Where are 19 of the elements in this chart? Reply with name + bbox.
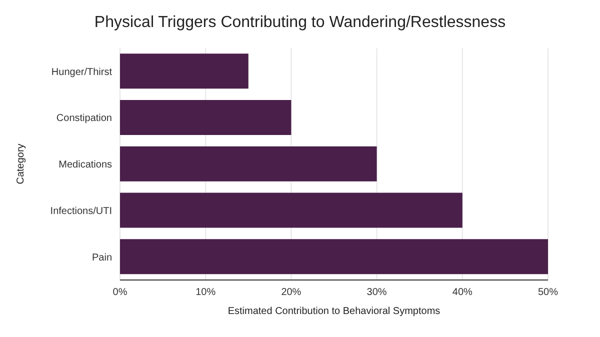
x-tick-label: 40% — [452, 287, 473, 298]
y-tick-label: Pain — [92, 252, 112, 264]
x-tick-label: 30% — [366, 287, 387, 298]
bar — [120, 100, 292, 135]
bar — [120, 54, 248, 89]
y-tick-label: Constipation — [56, 113, 112, 124]
bar — [120, 192, 462, 228]
bar — [120, 239, 548, 274]
bar — [120, 146, 377, 182]
y-tick-label: Hunger/Thirst — [51, 66, 112, 78]
y-tick-label: Medications — [58, 160, 112, 171]
x-tick-label: 10% — [196, 287, 216, 298]
x-tick-label: 50% — [538, 287, 558, 298]
y-tick-label: Infections/UTI — [50, 206, 112, 217]
x-axis-title: Estimated Contribution to Behavioral Symptoms — [228, 306, 440, 317]
x-tick-label: 20% — [281, 287, 302, 298]
chart-title: Physical Triggers Contributing to Wandering/Restlessness — [93, 13, 507, 33]
x-tick-label: 0% — [112, 287, 128, 298]
y-axis-title: Category — [16, 144, 27, 184]
